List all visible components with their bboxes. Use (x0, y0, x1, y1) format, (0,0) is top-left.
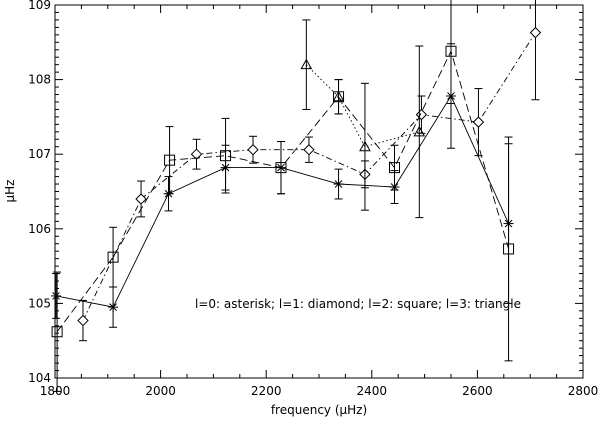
y-axis-label: μHz (3, 180, 17, 203)
y-tick-label: 104 (28, 371, 51, 385)
x-axis-label: frequency (μHz) (271, 403, 367, 417)
square-marker (389, 162, 401, 174)
y-tick-label: 108 (28, 73, 51, 87)
diamond-marker (303, 144, 315, 156)
diamond-marker (472, 116, 485, 128)
square-marker (51, 326, 63, 338)
asterisk-marker (334, 180, 343, 188)
diamond-marker (190, 148, 203, 160)
x-tick-label: 2000 (145, 384, 176, 398)
plot-frame (54, 4, 584, 379)
diamond-marker (247, 144, 259, 156)
square-marker (164, 154, 176, 166)
series-diamond (77, 0, 542, 342)
asterisk-marker (109, 303, 117, 311)
triangle-marker (300, 58, 313, 70)
y-tick-label: 109 (28, 0, 51, 12)
triangle-marker (359, 140, 371, 152)
y-tick-label: 106 (28, 222, 51, 236)
square-marker (220, 150, 232, 162)
square-marker (107, 251, 119, 263)
square-marker (445, 45, 457, 57)
series-triangle (300, 19, 426, 219)
diamond-marker (135, 193, 147, 205)
series-line (56, 50, 510, 332)
x-tick-label: 2400 (357, 384, 388, 398)
x-tick-label: 2200 (251, 384, 282, 398)
square-marker (275, 162, 287, 174)
series-asterisk (51, 43, 514, 328)
triangle-marker (413, 125, 426, 137)
series-line (82, 32, 536, 321)
y-tick-label: 107 (28, 147, 51, 161)
triangle-marker (332, 90, 345, 102)
series-square (51, 0, 515, 392)
annotation-legend: l=0: asterisk; l=1: diamond; l=2: square… (195, 297, 521, 311)
square-marker (503, 243, 515, 255)
x-tick-label: 2800 (568, 384, 599, 398)
diamond-marker (77, 314, 89, 327)
diamond-marker (529, 26, 542, 39)
asterisk-marker (52, 292, 60, 300)
axes: 1800 2000 2200 2400 2600 28001041051061071081… (28, 0, 598, 398)
x-tick-label: 2600 (462, 384, 493, 398)
diamond-marker (415, 108, 428, 121)
plot-area (51, 0, 542, 392)
y-tick-label: 105 (28, 296, 51, 310)
series-line (56, 95, 510, 308)
